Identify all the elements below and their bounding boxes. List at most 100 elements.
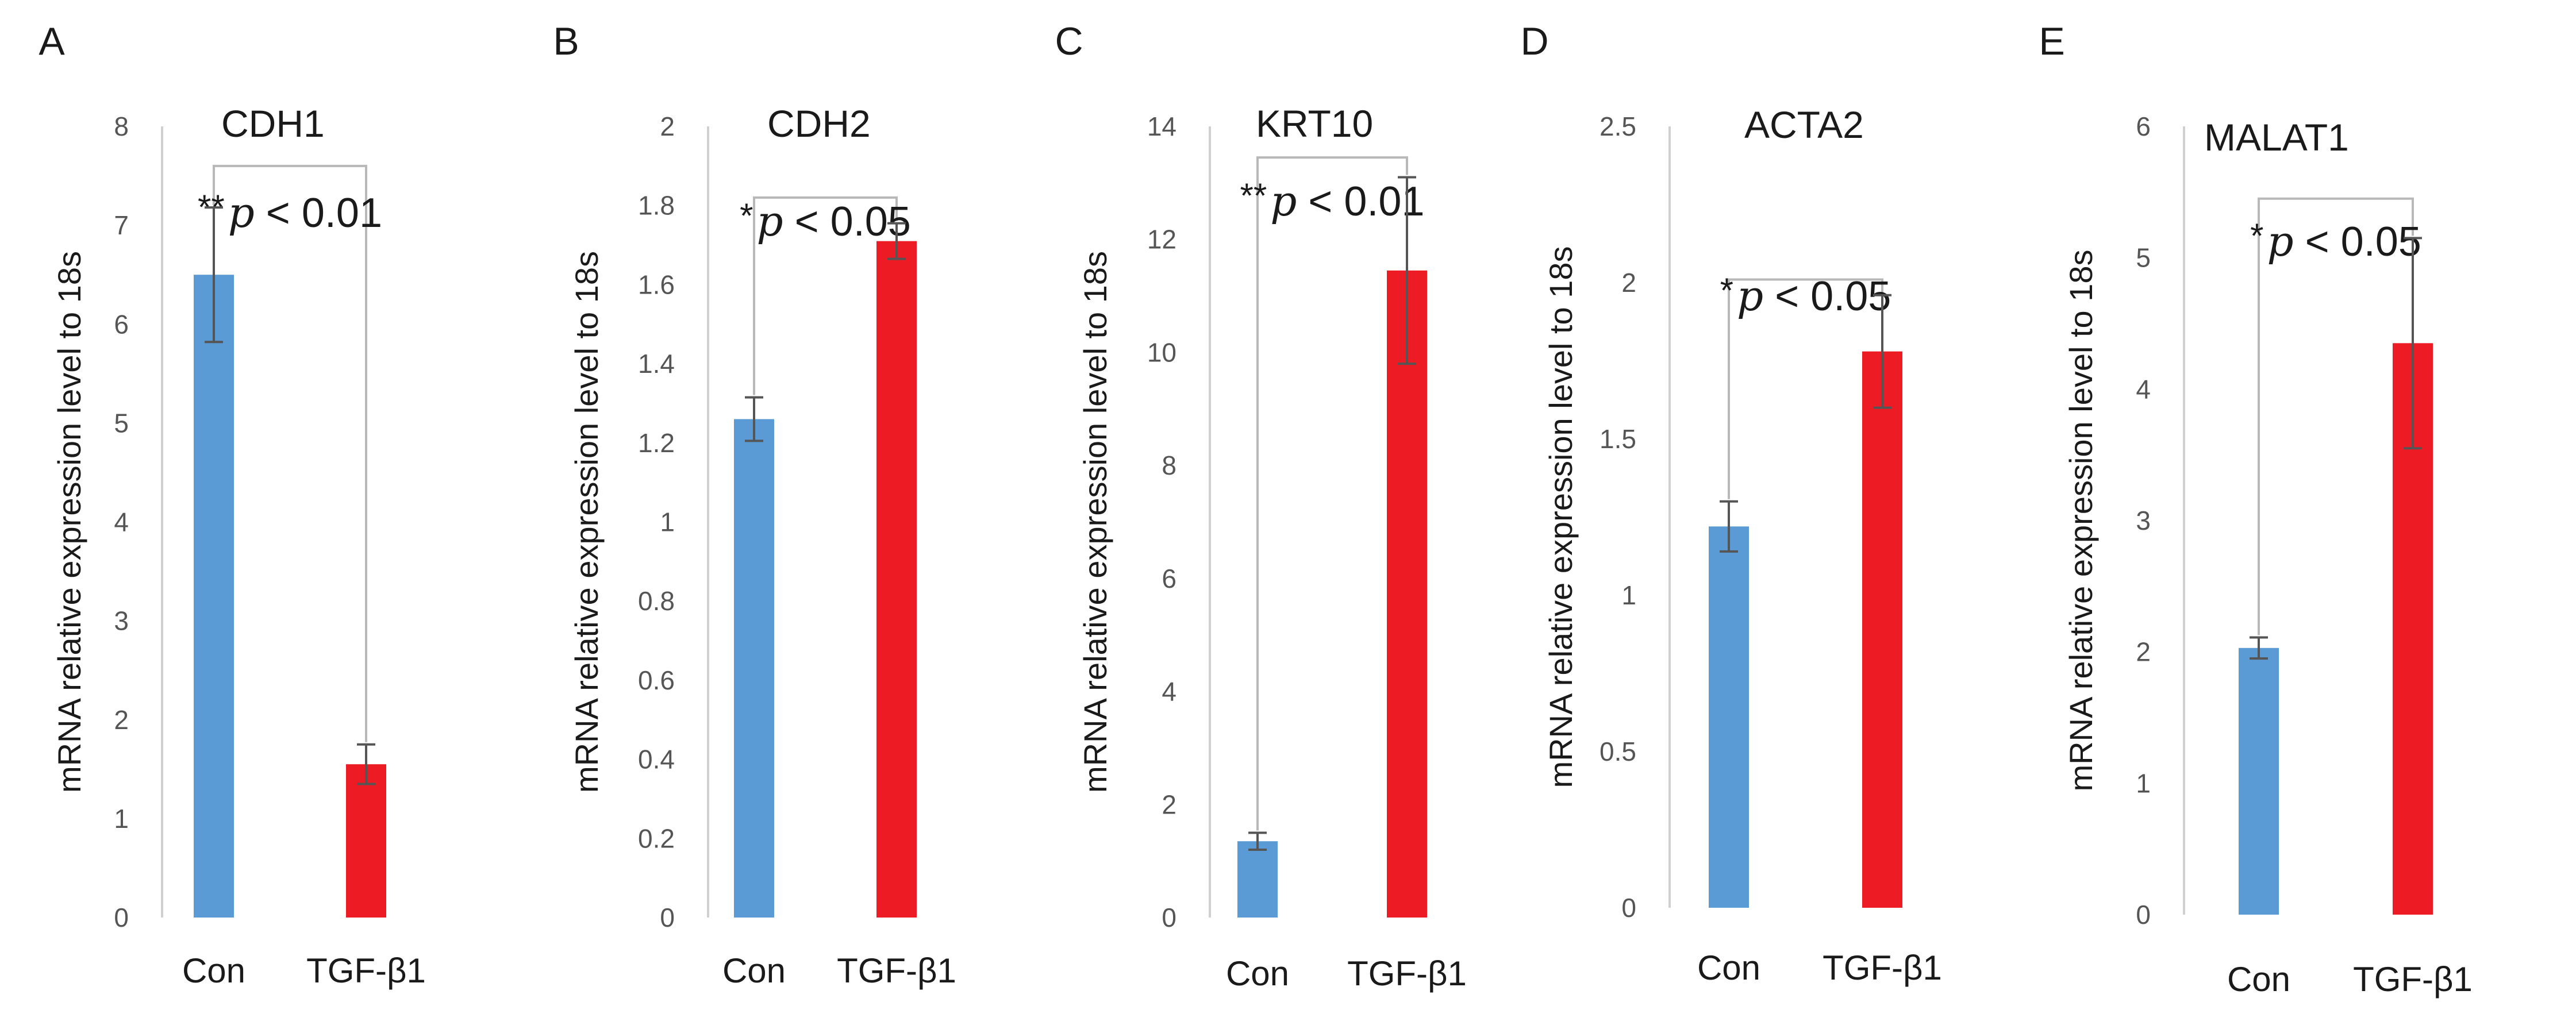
significance-label: *p < 0.05 <box>740 196 911 245</box>
y-tick-label: 2 <box>660 111 675 141</box>
p-symbol: p <box>2267 217 2294 265</box>
y-tick-label: 6 <box>114 309 129 339</box>
y-tick-label: 1 <box>2136 768 2151 798</box>
significance-bracket <box>1728 278 1883 499</box>
y-tick-label: 12 <box>1147 225 1176 255</box>
significance-label: *p < 0.05 <box>2250 217 2421 265</box>
y-tick-label: 4 <box>2136 374 2151 404</box>
p-threshold: < 0.05 <box>783 199 911 245</box>
p-threshold: < 0.05 <box>2294 219 2421 265</box>
y-tick-label: 2 <box>114 705 129 735</box>
y-tick-label: 6 <box>1162 564 1176 593</box>
y-axis-label: mRNA relative expression level to 18s <box>2063 249 2099 791</box>
y-tick-label: 2 <box>1162 789 1176 819</box>
y-tick-label: 1 <box>1621 580 1636 610</box>
y-tick-label: 2 <box>2136 637 2151 667</box>
y-tick-label: 5 <box>2136 243 2151 273</box>
p-threshold: < 0.05 <box>1763 273 1891 319</box>
p-symbol: p <box>1270 177 1297 225</box>
bar-con <box>1709 526 1749 908</box>
y-tick-label: 2 <box>1621 268 1636 298</box>
x-category-label: TGF-β1 <box>837 951 956 990</box>
y-tick-label: 0.6 <box>638 665 675 695</box>
chart-title: CDH1 <box>221 102 325 145</box>
y-tick-label: 0.5 <box>1600 737 1636 766</box>
significance-stars: * <box>740 196 753 235</box>
y-tick-label: 8 <box>114 111 129 141</box>
panel-letter: C <box>1055 20 1083 63</box>
y-tick-label: 0 <box>2136 900 2151 930</box>
significance-stars: * <box>1720 271 1733 310</box>
y-tick-label: 1.5 <box>1600 424 1636 454</box>
x-category-label: Con <box>1226 954 1289 993</box>
p-symbol: p <box>757 197 783 245</box>
chart-title: ACTA2 <box>1744 103 1864 146</box>
x-category-label: Con <box>1697 949 1760 987</box>
x-category-label: Con <box>722 951 786 990</box>
bar-con <box>734 419 774 918</box>
panel-letter: B <box>553 20 579 63</box>
x-category-label: TGF-β1 <box>1823 949 1942 987</box>
y-tick-label: 1.2 <box>638 428 675 458</box>
panel-letter: A <box>39 20 65 63</box>
panel-letter: E <box>2039 20 2064 63</box>
y-axis-label: mRNA relative expression level to 18s <box>568 251 605 793</box>
panel-letter: D <box>1520 20 1548 63</box>
y-tick-label: 10 <box>1147 337 1176 367</box>
significance-stars: ** <box>1240 176 1267 215</box>
panel-d: D 0 0.5 1 1.5 2 2.5 mRNA relative expression le… <box>1520 20 1941 987</box>
x-category-label: TGF-β1 <box>306 951 426 990</box>
bar-tgf-beta1 <box>1862 351 1902 908</box>
panel-c: C 0 2 4 6 8 10 12 14 mRNA relative expression lev… <box>1055 20 1466 993</box>
y-tick-label: 14 <box>1147 111 1176 141</box>
y-tick-label: 0.8 <box>638 586 675 616</box>
y-tick-label: 4 <box>1162 677 1176 707</box>
y-tick-label: 1.4 <box>638 349 675 379</box>
y-tick-label: 4 <box>114 507 129 537</box>
y-tick-label: 0 <box>114 903 129 932</box>
y-tick-label: 0 <box>1162 903 1176 932</box>
significance-label: *p < 0.05 <box>1720 271 1891 320</box>
y-tick-label: 0 <box>660 903 675 932</box>
y-tick-label: 6 <box>2136 111 2151 141</box>
y-axis-label: mRNA relative expression level to 18s <box>1077 251 1113 793</box>
p-symbol: p <box>228 188 255 237</box>
chart-title: CDH2 <box>767 102 871 145</box>
y-tick-label: 0 <box>1621 893 1636 923</box>
p-threshold: < 0.01 <box>1297 179 1424 225</box>
x-category-label: Con <box>2227 960 2290 999</box>
y-tick-label: 2.5 <box>1600 111 1636 141</box>
significance-stars: * <box>2250 217 2263 255</box>
y-tick-label: 3 <box>2136 506 2151 535</box>
significance-bracket <box>2258 197 2414 635</box>
x-category-label: TGF-β1 <box>2353 960 2473 999</box>
y-tick-label: 5 <box>114 408 129 438</box>
x-category-label: Con <box>182 951 245 990</box>
y-axis-label: mRNA relative expression level to 18s <box>51 251 87 793</box>
y-tick-label: 7 <box>114 210 129 240</box>
y-tick-label: 0.2 <box>638 823 675 853</box>
panel-a: A 0 1 2 3 4 5 6 7 8 mRNA relative expression level… <box>39 20 426 990</box>
bar-con <box>2239 647 2279 915</box>
significance-bracket <box>213 164 367 742</box>
bar-tgf-beta1 <box>1387 270 1427 918</box>
significance-label: **p < 0.01 <box>1240 176 1425 225</box>
y-tick-label: 1.8 <box>638 191 675 221</box>
chart-title: KRT10 <box>1256 102 1373 145</box>
y-tick-label: 1 <box>660 507 675 537</box>
chart-title: MALAT1 <box>2204 116 2349 159</box>
x-category-label: TGF-β1 <box>1347 954 1467 993</box>
panel-e: E 0 1 2 3 4 5 6 mRNA relative expression level t… <box>2039 20 2473 999</box>
y-tick-label: 0.4 <box>638 745 675 774</box>
bar-tgf-beta1 <box>346 764 386 918</box>
bar-con <box>194 275 234 918</box>
significance-bracket <box>753 196 898 395</box>
bar-tgf-beta1 <box>876 241 917 918</box>
y-tick-label: 1.6 <box>638 269 675 299</box>
significance-bracket <box>1256 156 1408 831</box>
p-symbol: p <box>1737 272 1763 320</box>
bar-con <box>1237 841 1278 918</box>
y-tick-label: 8 <box>1162 450 1176 480</box>
p-threshold: < 0.01 <box>255 190 382 236</box>
